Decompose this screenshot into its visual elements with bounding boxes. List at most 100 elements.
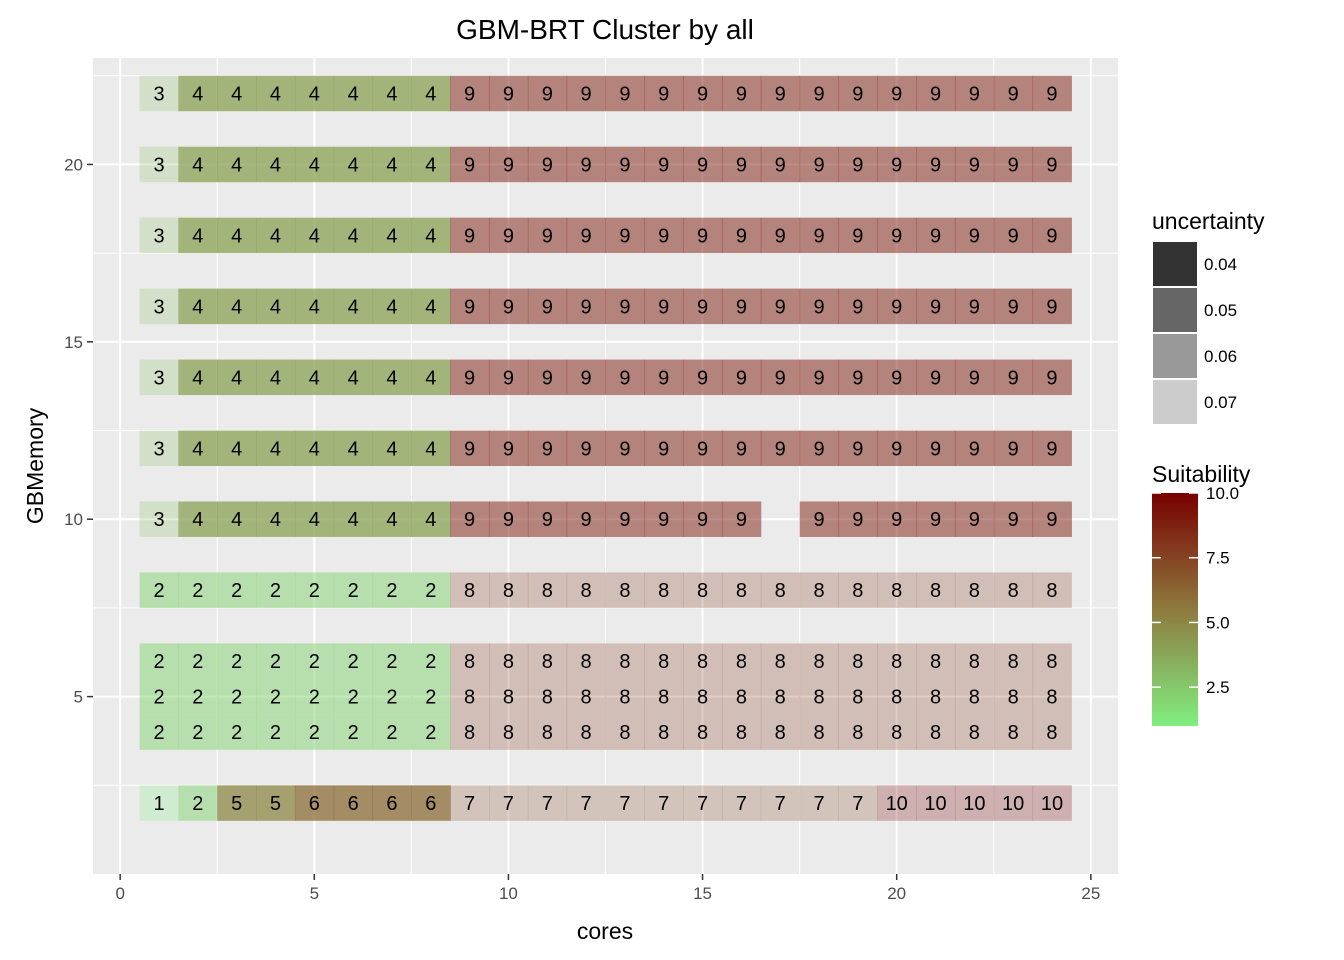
cell-label: 9 <box>1046 509 1057 531</box>
cell-label: 9 <box>813 83 824 105</box>
cell-label: 9 <box>813 438 824 460</box>
cell-label: 9 <box>581 367 592 389</box>
cell-label: 4 <box>348 225 359 247</box>
heatmap-cell <box>450 714 490 750</box>
heatmap-cell <box>916 714 956 750</box>
heatmap-cell <box>1032 359 1072 396</box>
cell-label: 10 <box>1041 793 1063 815</box>
cell-label: 9 <box>775 367 786 389</box>
cell-label: 9 <box>658 367 669 389</box>
cell-label: 9 <box>891 438 902 460</box>
cell-label: 2 <box>231 687 242 709</box>
heatmap-cell <box>721 714 762 750</box>
heatmap-cell <box>566 430 606 466</box>
x-tick-label: 5 <box>310 884 319 903</box>
cell-label: 8 <box>891 580 902 602</box>
cell-label: 4 <box>348 83 359 105</box>
heatmap-cell <box>799 643 839 679</box>
cell-label: 9 <box>891 509 902 531</box>
heatmap-cell <box>256 430 296 466</box>
cell-label: 8 <box>697 580 708 602</box>
heatmap-cell <box>450 572 490 608</box>
heatmap-cell <box>683 785 723 821</box>
heatmap-cell <box>877 75 917 112</box>
heatmap-cell <box>799 572 839 608</box>
heatmap-cell <box>527 75 568 112</box>
cell-label: 4 <box>270 296 281 318</box>
legend-suitability-label: 2.5 <box>1206 678 1230 697</box>
heatmap-cell <box>838 572 878 608</box>
cell-label: 8 <box>813 722 824 744</box>
heatmap-cell <box>1032 785 1072 821</box>
cell-label: 9 <box>930 367 941 389</box>
heatmap-cell <box>294 288 335 325</box>
cell-label: 9 <box>697 296 708 318</box>
cell-label: 8 <box>464 722 475 744</box>
heatmap-cell <box>411 359 451 396</box>
heatmap-cell <box>139 430 179 466</box>
heatmap-cell <box>411 678 451 715</box>
cell-label: 9 <box>1046 367 1057 389</box>
cell-label: 2 <box>153 722 164 744</box>
heatmap-cell <box>760 75 801 112</box>
heatmap-cell <box>838 217 878 254</box>
heatmap-cell <box>954 75 995 112</box>
cell-label: 2 <box>348 651 359 673</box>
heatmap-cell <box>683 643 723 679</box>
heatmap-cell <box>372 75 412 112</box>
cell-label: 9 <box>658 438 669 460</box>
heatmap-cell <box>760 430 801 466</box>
heatmap-cell <box>605 501 645 537</box>
cell-label: 8 <box>775 580 786 602</box>
cell-label: 7 <box>736 793 747 815</box>
heatmap-cell <box>644 359 684 396</box>
cell-label: 2 <box>192 651 203 673</box>
heatmap-cell <box>527 572 568 608</box>
cell-label: 9 <box>581 83 592 105</box>
heatmap-cell <box>721 785 762 821</box>
heatmap-cell <box>139 217 179 254</box>
heatmap-cell <box>527 430 568 466</box>
cell-label: 9 <box>697 225 708 247</box>
heatmap-cell <box>644 501 684 537</box>
cell-label: 2 <box>386 722 397 744</box>
cell-label: 8 <box>930 651 941 673</box>
heatmap-cell <box>1032 714 1072 750</box>
heatmap-cell <box>411 785 451 821</box>
heatmap-cell <box>217 359 257 396</box>
cell-label: 10 <box>924 793 946 815</box>
cell-label: 8 <box>697 687 708 709</box>
cell-label: 2 <box>153 651 164 673</box>
heatmap-cell <box>217 678 257 715</box>
cell-label: 9 <box>969 154 980 176</box>
heatmap-cell <box>683 572 723 608</box>
cell-label: 2 <box>348 580 359 602</box>
cell-label: 3 <box>153 438 164 460</box>
heatmap-cell <box>411 501 451 537</box>
heatmap-cell <box>993 359 1034 396</box>
legend-uncertainty-key <box>1153 334 1197 378</box>
heatmap-cell <box>877 359 917 396</box>
cell-label: 2 <box>192 722 203 744</box>
cell-label: 9 <box>619 83 630 105</box>
heatmap-cell <box>683 146 723 183</box>
cell-label: 8 <box>1008 722 1019 744</box>
heatmap-cell <box>877 643 917 679</box>
heatmap-cell <box>333 75 374 112</box>
heatmap-cell <box>683 678 723 715</box>
cell-label: 7 <box>581 793 592 815</box>
heatmap-cell <box>256 288 296 325</box>
heatmap-cell <box>877 430 917 466</box>
heatmap-cell <box>450 785 490 821</box>
heatmap-cell <box>799 217 839 254</box>
heatmap-cell <box>1032 501 1072 537</box>
heatmap-cell <box>217 146 257 183</box>
y-tick-label: 10 <box>64 510 83 529</box>
cell-label: 5 <box>231 793 242 815</box>
heatmap-cell <box>838 430 878 466</box>
cell-label: 9 <box>852 154 863 176</box>
cell-label: 8 <box>969 687 980 709</box>
heatmap-cell <box>954 572 995 608</box>
heatmap-cell <box>760 785 801 821</box>
cell-label: 9 <box>930 225 941 247</box>
